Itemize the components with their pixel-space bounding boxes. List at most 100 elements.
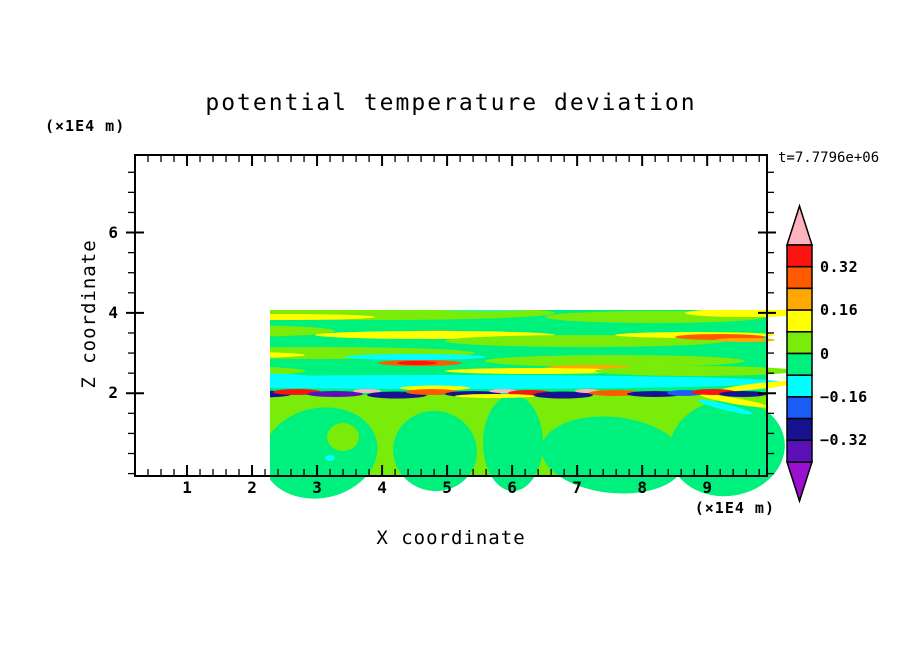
field-blob xyxy=(325,455,335,461)
field-blob xyxy=(245,209,355,217)
colorbar-segment xyxy=(786,396,813,420)
field-blob xyxy=(120,194,300,200)
field-blob xyxy=(385,155,466,181)
field-blob xyxy=(207,260,299,266)
colorbar-segment xyxy=(786,417,813,442)
field-blob xyxy=(117,200,293,210)
colorbar-segment xyxy=(786,265,813,290)
field-blob xyxy=(595,211,725,219)
field-blob xyxy=(142,395,197,418)
field-blob xyxy=(705,159,785,179)
colorbar-label: −0.16 xyxy=(820,387,868,406)
field-blob xyxy=(687,247,783,255)
field-blob xyxy=(719,391,767,397)
field-blob xyxy=(367,224,543,240)
field-blob xyxy=(397,361,437,365)
field-blob xyxy=(287,290,363,296)
z-tick-label: 2 xyxy=(108,383,118,403)
plot-border xyxy=(134,154,768,477)
field-blob xyxy=(490,270,680,278)
x-tick-label: 5 xyxy=(442,478,452,497)
field-blob xyxy=(715,338,775,342)
field-blob xyxy=(485,355,745,367)
field-blob xyxy=(483,395,543,491)
field-blob xyxy=(715,221,795,229)
field-blob xyxy=(565,255,745,263)
field-blob xyxy=(345,258,545,264)
field-blob xyxy=(105,177,315,196)
field-blob xyxy=(270,375,781,389)
field-blob xyxy=(445,335,725,347)
field-blob xyxy=(115,178,305,194)
field-blob xyxy=(285,182,355,192)
field-blob xyxy=(235,250,535,260)
field-blob xyxy=(270,314,375,320)
field-blob xyxy=(370,279,670,291)
x-tick-label: 8 xyxy=(637,478,647,497)
x-axis-unit-label: (×1E4 m) xyxy=(694,499,775,517)
field-blob xyxy=(270,367,305,375)
field-blob xyxy=(178,258,342,268)
field-blob xyxy=(225,274,445,282)
field-blob xyxy=(140,389,180,395)
field-blob xyxy=(700,394,770,408)
colorbar-segment xyxy=(786,439,813,463)
field-blob xyxy=(172,391,248,413)
x-tick-label: 1 xyxy=(182,478,192,497)
field-blob xyxy=(115,226,345,238)
colorbar-segment xyxy=(786,309,813,333)
field-blob xyxy=(120,284,370,298)
field-blob xyxy=(125,190,295,198)
field-blob xyxy=(585,169,609,177)
field-blob xyxy=(669,399,785,497)
field-blob xyxy=(560,186,750,196)
field-blob xyxy=(532,245,648,251)
field-blob xyxy=(270,325,335,337)
field-blob xyxy=(406,389,458,395)
field-blob xyxy=(505,203,645,211)
field-blob xyxy=(115,194,265,208)
field-blob xyxy=(480,166,630,180)
field-blob xyxy=(560,209,760,221)
x-tick-label: 2 xyxy=(247,478,257,497)
field-blob xyxy=(685,310,805,317)
colorbar xyxy=(785,203,814,504)
field-blob xyxy=(495,243,685,253)
colorbar-label: −0.32 xyxy=(820,431,868,450)
field-blob xyxy=(697,399,753,415)
field-blob xyxy=(255,195,415,203)
field-blob xyxy=(533,391,593,399)
field-blob xyxy=(600,223,720,235)
field-blob xyxy=(130,254,300,264)
x-tick-label: 9 xyxy=(702,478,712,497)
field-blob xyxy=(125,156,205,162)
field-blob xyxy=(270,373,315,381)
field-blob xyxy=(307,391,363,397)
field-blob xyxy=(502,258,618,270)
colorbar-segment xyxy=(786,331,813,355)
field-blob xyxy=(505,216,665,226)
field-blob xyxy=(353,389,381,393)
field-blob xyxy=(205,175,305,180)
field-blob xyxy=(441,209,489,215)
field-blob xyxy=(589,245,621,249)
x-tick-label: 6 xyxy=(507,478,517,497)
field-blob xyxy=(412,177,568,189)
field-blob xyxy=(635,178,755,188)
field-blob xyxy=(165,390,221,396)
field-blob xyxy=(327,423,359,451)
field-blob xyxy=(185,238,445,248)
x-tick-label: 7 xyxy=(572,478,582,497)
colorbar-segment xyxy=(786,244,813,268)
field-blob xyxy=(270,310,555,320)
timestamp-label: t=7.7796e+06 xyxy=(778,150,880,166)
field-blob xyxy=(715,235,795,243)
z-tick-label: 6 xyxy=(108,222,118,242)
field-blob xyxy=(135,246,735,260)
field-blob xyxy=(455,394,535,398)
field-blob xyxy=(672,162,768,172)
axis-ticks xyxy=(126,156,776,475)
field-blob xyxy=(675,186,775,194)
